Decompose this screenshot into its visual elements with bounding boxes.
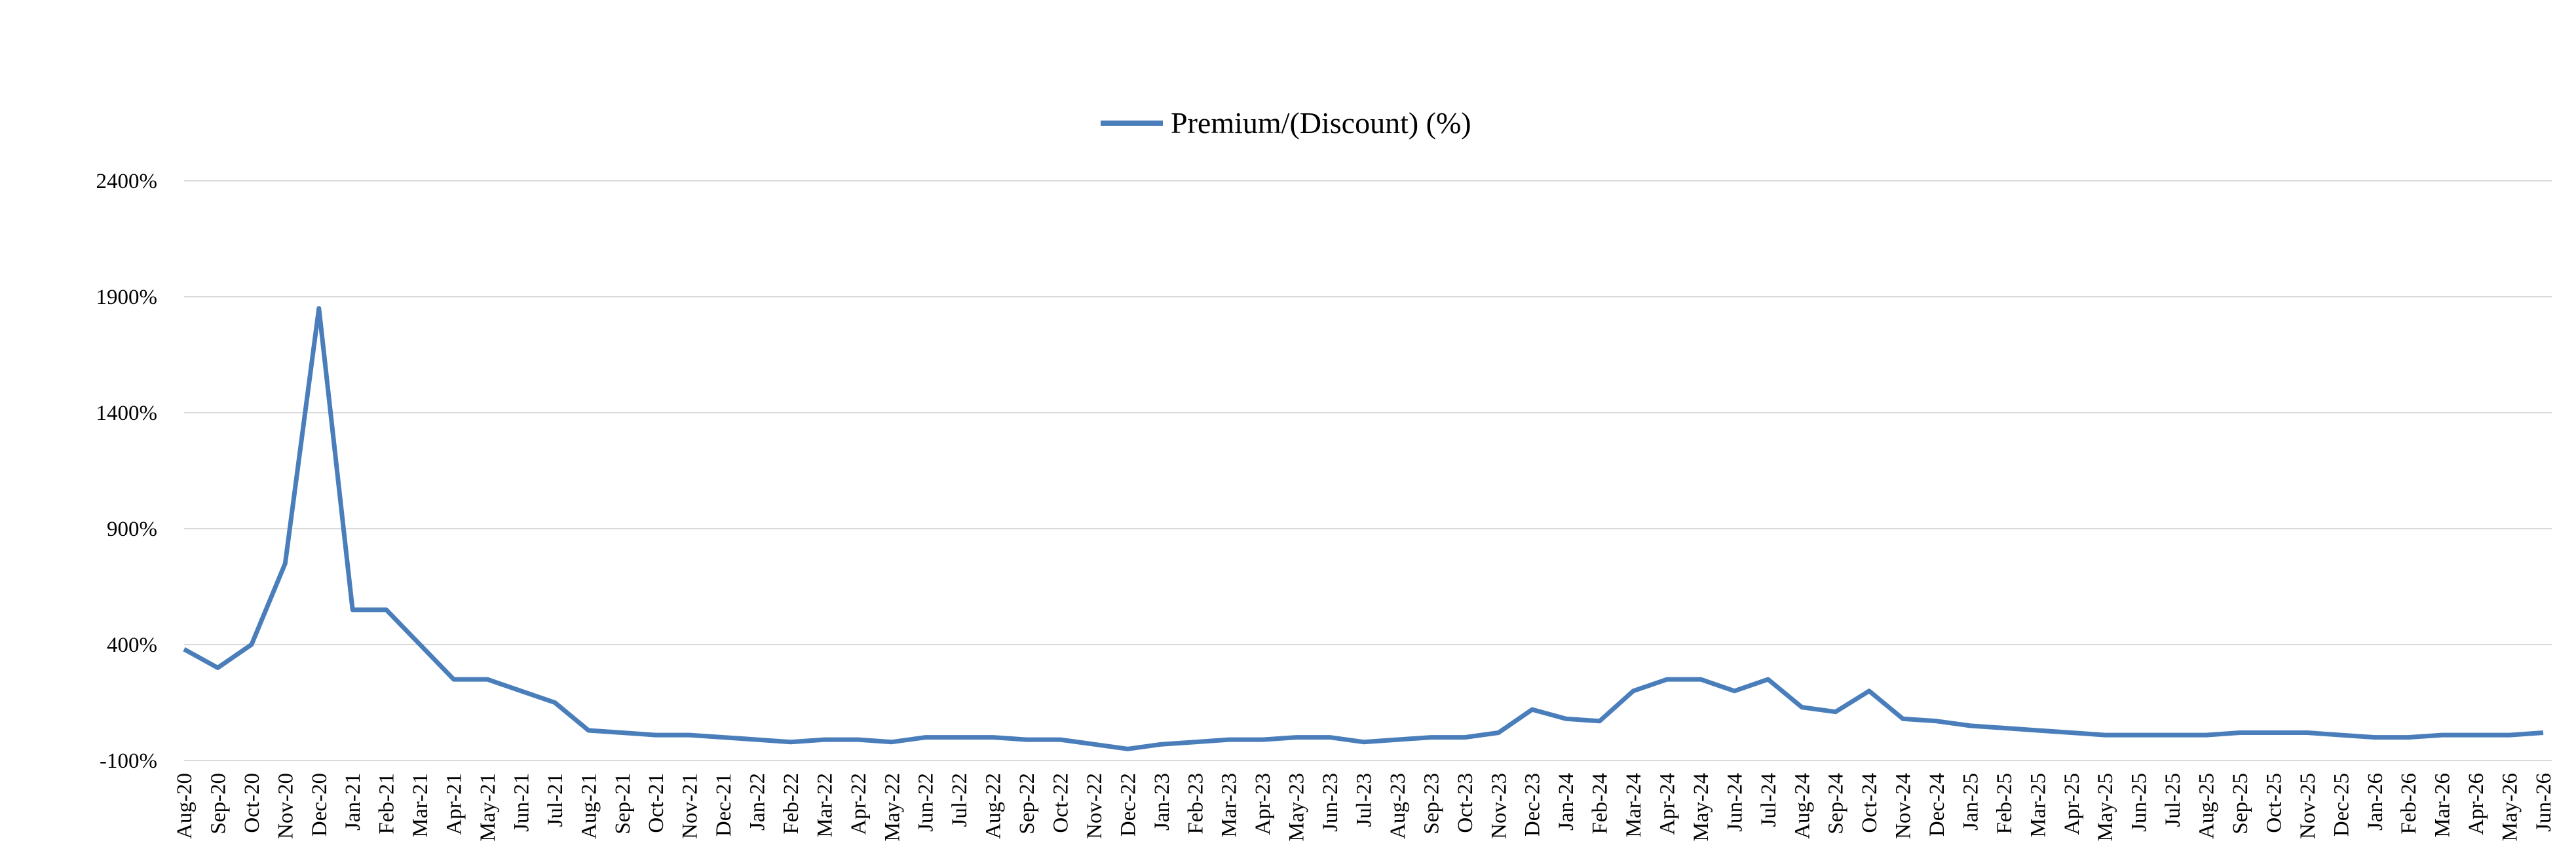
x-tick-label: Apr-22	[847, 773, 871, 835]
x-tick-label: Nov-20	[274, 773, 297, 839]
x-tick-label: Apr-23	[1251, 773, 1275, 835]
x-tick-label: Jan-26	[2364, 773, 2387, 831]
x-tick-label: Jul-22	[948, 773, 972, 827]
x-tick-label: Sep-23	[1420, 773, 1443, 835]
x-tick-label: Sep-25	[2229, 773, 2252, 835]
x-tick-label: Aug-22	[982, 773, 1006, 839]
x-tick-label: Jan-21	[341, 773, 365, 831]
x-tick-label: Feb-24	[1589, 773, 1612, 835]
x-tick-label: Aug-23	[1386, 773, 1410, 839]
x-tick-label: Sep-22	[1015, 773, 1039, 835]
x-tick-label: Nov-23	[1487, 773, 1511, 839]
x-tick-label: Jul-23	[1353, 773, 1376, 827]
x-tick-label: May-21	[476, 773, 500, 841]
y-tick-label: 2400%	[96, 170, 158, 193]
x-tick-label: Aug-25	[2195, 773, 2219, 839]
x-tick-label: Jan-23	[1150, 773, 1174, 831]
x-tick-label: Feb-22	[780, 773, 803, 835]
x-tick-label: May-26	[2499, 773, 2522, 841]
legend-label: Premium/(Discount) (%)	[1171, 106, 1471, 140]
x-tick-label: Nov-21	[679, 773, 702, 839]
x-tick-label: Feb-25	[1993, 773, 2017, 835]
x-tick-label: Jan-24	[1555, 773, 1578, 831]
x-tick-label: Mar-21	[409, 773, 432, 837]
x-tick-label: May-25	[2094, 773, 2117, 841]
x-tick-label: Feb-23	[1184, 773, 1207, 835]
x-tick-label: Dec-24	[1925, 773, 1949, 837]
x-tick-label: Jul-21	[544, 773, 567, 827]
x-tick-label: Mar-22	[813, 773, 837, 837]
x-tick-label: Nov-24	[1892, 773, 1916, 839]
x-tick-label: Jan-25	[1959, 773, 1982, 831]
x-tick-label: Feb-21	[375, 773, 399, 835]
x-tick-label: Apr-25	[2060, 773, 2084, 835]
x-tick-label: Oct-20	[240, 773, 264, 833]
x-tick-label: Jun-26	[2532, 773, 2556, 832]
x-tick-label: Dec-23	[1521, 773, 1545, 837]
y-tick-label: 400%	[107, 633, 157, 657]
x-tick-label: Jun-24	[1723, 773, 1747, 832]
x-tick-label: Jul-24	[1757, 773, 1781, 827]
x-tick-label: Mar-26	[2431, 773, 2455, 837]
x-tick-label: Aug-24	[1790, 773, 1814, 839]
x-tick-label: Jun-21	[510, 773, 533, 832]
x-tick-label: Jul-25	[2161, 773, 2185, 827]
x-tick-label: Oct-22	[1050, 773, 1073, 833]
x-tick-label: Jun-25	[2128, 773, 2151, 832]
x-tick-label: Sep-24	[1825, 773, 1848, 835]
x-tick-label: Oct-23	[1454, 773, 1477, 833]
x-tick-label: Dec-20	[308, 773, 331, 837]
x-tick-label: Apr-26	[2465, 773, 2488, 835]
x-tick-label: Sep-20	[206, 773, 230, 835]
x-tick-label: Jan-22	[746, 773, 770, 831]
x-tick-label: Jun-23	[1319, 773, 1342, 832]
x-tick-label: Nov-25	[2296, 773, 2320, 839]
x-tick-label: May-24	[1690, 773, 1713, 841]
x-tick-label: Aug-20	[173, 773, 197, 839]
x-tick-label: Mar-24	[1622, 773, 1646, 837]
data-line	[183, 306, 2544, 751]
x-tick-label: Oct-24	[1858, 773, 1882, 833]
x-tick-label: Nov-22	[1083, 773, 1107, 839]
x-tick-label: Apr-21	[443, 773, 466, 835]
y-tick-label: 1400%	[96, 402, 158, 425]
x-tick-label: Dec-25	[2330, 773, 2353, 837]
x-tick-label: Apr-24	[1656, 773, 1679, 835]
x-tick-label: Dec-21	[712, 773, 736, 837]
x-tick-label: Jun-22	[915, 773, 938, 832]
x-tick-label: May-23	[1285, 773, 1309, 841]
y-tick-label: 900%	[107, 518, 157, 541]
x-tick-label: Mar-25	[2026, 773, 2050, 837]
x-tick-label: Aug-21	[577, 773, 601, 839]
x-tick-label: Oct-21	[645, 773, 668, 833]
x-tick-label: Mar-23	[1218, 773, 1241, 837]
x-tick-label: Sep-21	[611, 773, 635, 835]
y-tick-label: 1900%	[96, 286, 158, 309]
x-tick-label: Feb-26	[2397, 773, 2421, 835]
y-tick-label: -100%	[100, 749, 157, 773]
x-tick-label: Dec-22	[1116, 773, 1140, 837]
x-tick-label: May-22	[881, 773, 904, 841]
x-tick-label: Oct-25	[2262, 773, 2286, 833]
